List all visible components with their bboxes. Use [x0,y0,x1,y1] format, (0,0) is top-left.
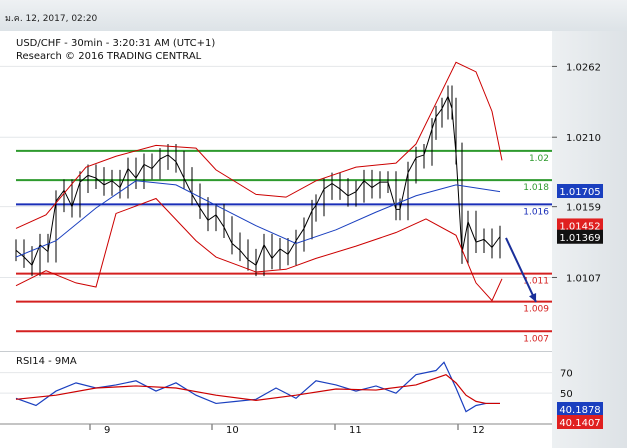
price-panel: 1.0262 1.0210 1.0159 1.0107 1.02 1.018 1.016 1.… [0,38,603,344]
price-line [15,95,501,267]
chart-subtitle: Research © 2016 TRADING CENTRAL [16,51,202,62]
level-label: 1.009 [523,305,549,315]
forecast-arrow-head [529,292,537,302]
signal-ma-line [15,373,500,405]
price-badge-label: 1.01369 [559,233,600,244]
time-axis-strip [0,424,552,448]
level-label: 1.02 [529,154,549,164]
rsi-tick-label: 50 [560,389,573,400]
price-tick-label: 1.0159 [566,203,601,214]
price-badge [557,229,603,244]
chart-title: USD/CHF - 30min - 3:20:31 AM (UTC+1) [16,38,215,49]
rsi-line [15,361,500,413]
price-badge-label: 1.01452 [559,221,600,232]
time-tick-label: 12 [472,425,485,436]
forecast-arrow [505,237,537,303]
price-badge-label: 1.01705 [559,187,600,198]
rsi-tick-label: 70 [560,369,573,380]
price-badge [557,218,603,233]
chart-timestamp: ม.ค. 12, 2017, 02:20 [5,14,98,24]
chart-header-bar: ม.ค. 12, 2017, 02:20 [0,0,627,31]
rsi-panel: 70 50 40.1878 40.1407 RSI14 - 9MA [0,356,603,429]
bollinger-lower-line [15,197,503,302]
rsi-title: RSI14 - 9MA [16,356,77,367]
moving-average-line [15,180,501,258]
level-label: 1.018 [523,183,549,193]
time-tick-label: 11 [349,425,362,436]
level-label: 1.016 [523,207,549,217]
rsi-badge-label: 40.1407 [559,418,600,429]
time-tick-label: 9 [104,425,110,436]
price-badge [557,184,603,198]
rsi-badge-label: 40.1878 [559,405,600,416]
bollinger-upper-line [15,61,503,229]
rsi-badge [557,415,603,429]
price-tick-label: 1.0210 [566,133,601,144]
rsi-badge [557,402,603,416]
level-label: 1.011 [523,277,549,287]
level-label: 1.007 [523,334,549,344]
time-axis: 9 10 11 12 [0,423,552,436]
price-tick-label: 1.0107 [566,273,601,284]
time-tick-label: 10 [226,425,239,436]
price-tick-label: 1.0262 [566,62,601,73]
